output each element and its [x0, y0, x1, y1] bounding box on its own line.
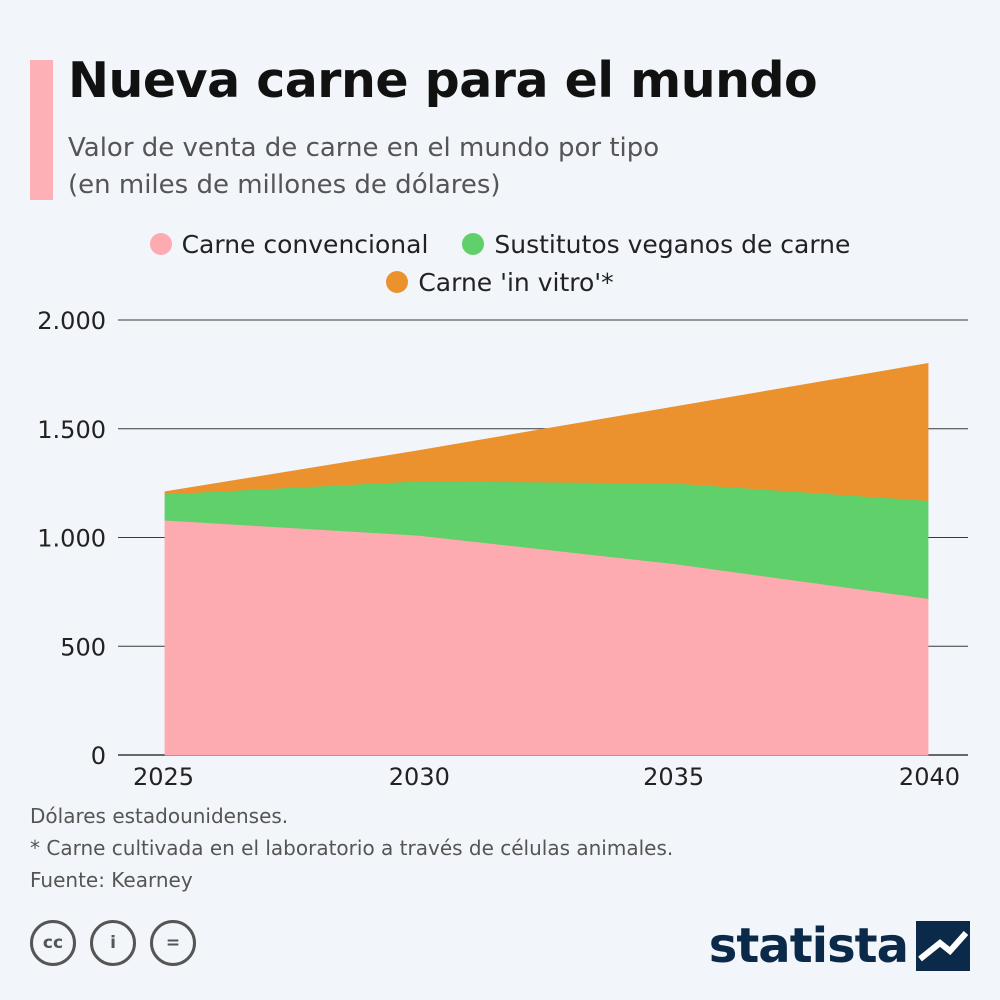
subtitle-line-2: (en miles de millones de dólares) — [68, 170, 501, 200]
y-tick-label: 1.500 — [37, 416, 106, 444]
statista-logo[interactable]: statista — [709, 918, 970, 974]
legend: Carne convencional Sustitutos veganos de… — [0, 225, 1000, 301]
statista-wordmark: statista — [708, 918, 909, 974]
attribution-icon[interactable]: i — [90, 920, 136, 966]
y-tick-label: 0 — [91, 742, 106, 770]
notes: Dólares estadounidenses. * Carne cultiva… — [30, 800, 673, 896]
y-tick-label: 500 — [60, 633, 106, 661]
y-tick-label: 1.000 — [37, 525, 106, 553]
legend-dot-in-vitro — [386, 271, 409, 293]
area-layer — [164, 363, 929, 756]
legend-item-in-vitro: Carne 'in vitro'* — [386, 267, 614, 297]
note-source: Fuente: Kearney — [30, 868, 193, 892]
subtitle-line-1: Valor de venta de carne en el mundo por … — [68, 133, 660, 163]
x-tick-label: 2025 — [133, 763, 194, 791]
legend-label-in-vitro: Carne 'in vitro'* — [418, 267, 614, 297]
area-chart: 0 500 1.000 1.500 2.000 2025 2030 2035 2040 — [37, 307, 968, 791]
no-derivatives-icon[interactable]: = — [150, 920, 196, 966]
legend-item-conventional: Carne convencional — [149, 229, 429, 259]
cc-icon[interactable]: cc — [30, 920, 76, 966]
note-in-vitro: * Carne cultivada en el laboratorio a tr… — [30, 836, 674, 860]
y-tick-label: 2.000 — [37, 307, 106, 335]
legend-dot-vegan — [462, 233, 485, 255]
note-currency: Dólares estadounidenses. — [30, 804, 289, 828]
area-in-vitro — [164, 363, 929, 501]
legend-label-conventional: Carne convencional — [181, 229, 429, 259]
license-icons: cc i = — [30, 920, 196, 966]
legend-item-vegan: Sustitutos veganos de carne — [462, 230, 850, 259]
statista-logo-icon — [916, 921, 970, 971]
x-tick-label: 2040 — [899, 763, 960, 791]
chart-title: Nueva carne para el mundo — [68, 52, 818, 109]
accent-bar — [30, 60, 53, 200]
x-tick-label: 2035 — [643, 763, 704, 791]
axis-layer: 0 500 1.000 1.500 2.000 2025 2030 2035 2040 — [37, 307, 960, 791]
chart-subtitle: Valor de venta de carne en el mundo por … — [68, 130, 659, 204]
legend-dot-conventional — [149, 233, 172, 255]
legend-label-vegan: Sustitutos veganos de carne — [494, 229, 851, 259]
x-tick-label: 2030 — [389, 763, 450, 791]
